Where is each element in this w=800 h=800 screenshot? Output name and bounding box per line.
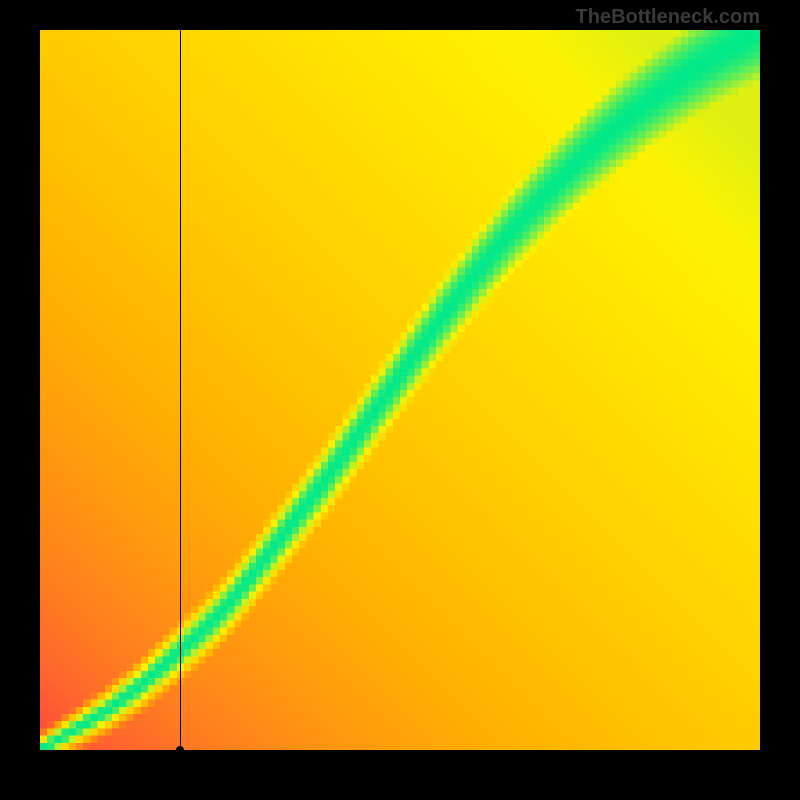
watermark-text: TheBottleneck.com	[576, 6, 760, 29]
crosshair-vertical	[180, 30, 181, 750]
crosshair-horizontal	[40, 750, 760, 751]
selected-point-marker	[176, 746, 184, 754]
heatmap-canvas	[40, 30, 760, 750]
heatmap-plot	[40, 30, 760, 750]
